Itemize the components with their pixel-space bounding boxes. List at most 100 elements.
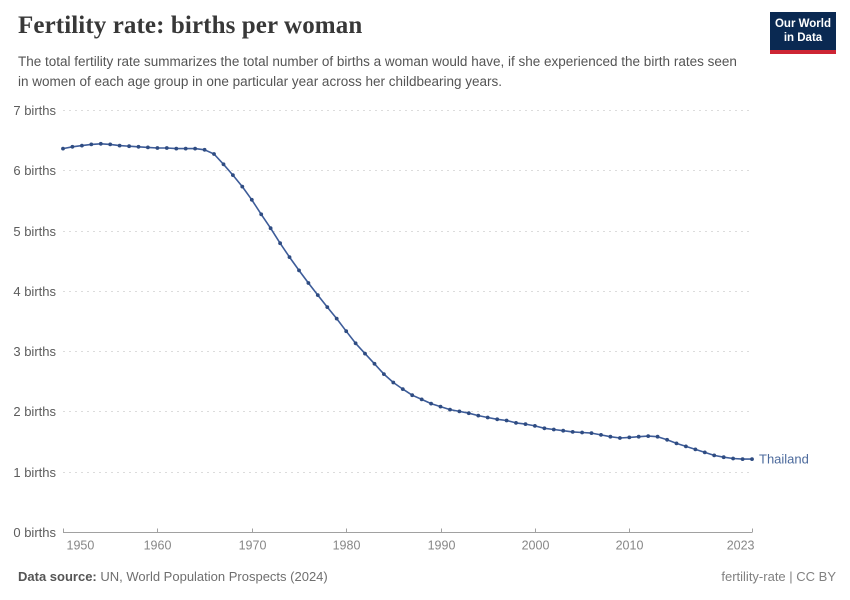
data-point — [476, 413, 481, 418]
data-point — [504, 418, 509, 423]
data-point — [240, 184, 245, 189]
data-point — [485, 415, 490, 420]
data-source: Data source: UN, World Population Prospe… — [18, 569, 328, 584]
data-point — [580, 430, 584, 435]
data-point — [523, 422, 528, 426]
data-point — [740, 457, 745, 461]
data-point — [561, 428, 566, 433]
data-point — [372, 361, 377, 366]
data-point — [127, 144, 131, 149]
data-point — [382, 372, 386, 376]
data-point — [108, 142, 113, 147]
y-tick-label: 7 births — [13, 103, 56, 118]
x-tick-label: 1950 — [67, 539, 95, 553]
data-point — [618, 436, 622, 440]
data-point — [551, 427, 556, 432]
data-point — [655, 434, 660, 439]
data-point — [212, 152, 216, 156]
data-point — [315, 293, 320, 297]
data-point — [466, 411, 471, 416]
owid-logo: Our World in Data — [770, 12, 836, 54]
x-tick-label: 2010 — [616, 539, 644, 553]
data-point — [665, 437, 669, 442]
y-tick-label: 2 births — [13, 404, 56, 419]
data-point — [448, 407, 452, 412]
y-tick-label: 1 births — [13, 465, 56, 480]
data-point — [684, 444, 688, 449]
data-point — [297, 268, 301, 273]
data-point — [570, 430, 575, 434]
data-point — [495, 417, 500, 422]
data-point — [712, 453, 717, 458]
data-point — [221, 162, 226, 167]
data-point — [89, 142, 94, 147]
y-tick-label: 3 births — [13, 344, 56, 359]
data-point — [542, 426, 547, 431]
data-point — [646, 434, 651, 438]
data-point — [429, 401, 433, 406]
data-point — [353, 341, 358, 346]
x-tick-label: 2000 — [522, 539, 550, 553]
data-point — [164, 146, 169, 150]
data-point — [183, 146, 188, 151]
data-point — [98, 141, 103, 146]
data-point — [231, 173, 235, 178]
chart-subtitle: The total fertility rate summarizes the … — [18, 54, 737, 89]
data-point — [721, 455, 726, 460]
data-point — [419, 397, 424, 402]
data-point — [363, 351, 367, 356]
chart-title: Fertility rate: births per woman — [18, 12, 363, 39]
series-label-thailand: Thailand — [759, 452, 809, 467]
data-point — [693, 447, 698, 452]
data-point — [533, 424, 537, 428]
data-point — [202, 147, 207, 152]
data-point — [438, 404, 443, 409]
x-tick-label: 1990 — [428, 539, 456, 553]
data-point — [608, 434, 613, 439]
data-point — [306, 281, 311, 285]
x-tick-label: 1980 — [333, 539, 361, 553]
x-tick-label: 1970 — [239, 539, 267, 553]
data-point — [249, 197, 254, 202]
data-point — [268, 226, 273, 231]
data-point — [136, 144, 141, 149]
data-source-value: UN, World Population Prospects (2024) — [96, 569, 328, 584]
data-point — [117, 143, 122, 148]
data-point — [70, 144, 75, 149]
data-point — [344, 329, 349, 334]
data-point — [80, 143, 84, 148]
y-tick-label: 4 births — [13, 284, 56, 299]
data-point — [731, 456, 735, 461]
data-point — [278, 241, 282, 246]
data-point — [636, 434, 641, 439]
data-point — [391, 380, 396, 385]
data-point — [410, 393, 415, 398]
data-point — [193, 146, 198, 151]
owid-logo-line1: Our World — [774, 18, 831, 30]
x-tick-label: 1960 — [144, 539, 172, 553]
data-point — [589, 431, 594, 435]
data-point — [750, 457, 754, 461]
y-tick-label: 0 births — [13, 525, 56, 540]
data-source-label: Data source: — [18, 569, 97, 584]
data-point — [325, 305, 330, 309]
data-point — [287, 255, 292, 259]
x-tick-label: 2023 — [727, 539, 755, 553]
attribution: fertility-rate | CC BY — [721, 569, 836, 584]
data-point — [155, 146, 160, 150]
data-point — [61, 146, 65, 151]
data-point — [627, 435, 632, 440]
owid-logo-line2: in Data — [783, 32, 823, 45]
data-point — [259, 212, 264, 217]
data-point — [514, 421, 518, 425]
data-point — [174, 146, 179, 151]
y-tick-label: 6 births — [13, 163, 56, 178]
data-point — [400, 387, 405, 391]
data-point — [702, 450, 707, 455]
y-tick-label: 5 births — [13, 224, 56, 239]
data-point — [674, 441, 679, 446]
data-point — [334, 316, 339, 321]
data-point — [457, 409, 462, 414]
